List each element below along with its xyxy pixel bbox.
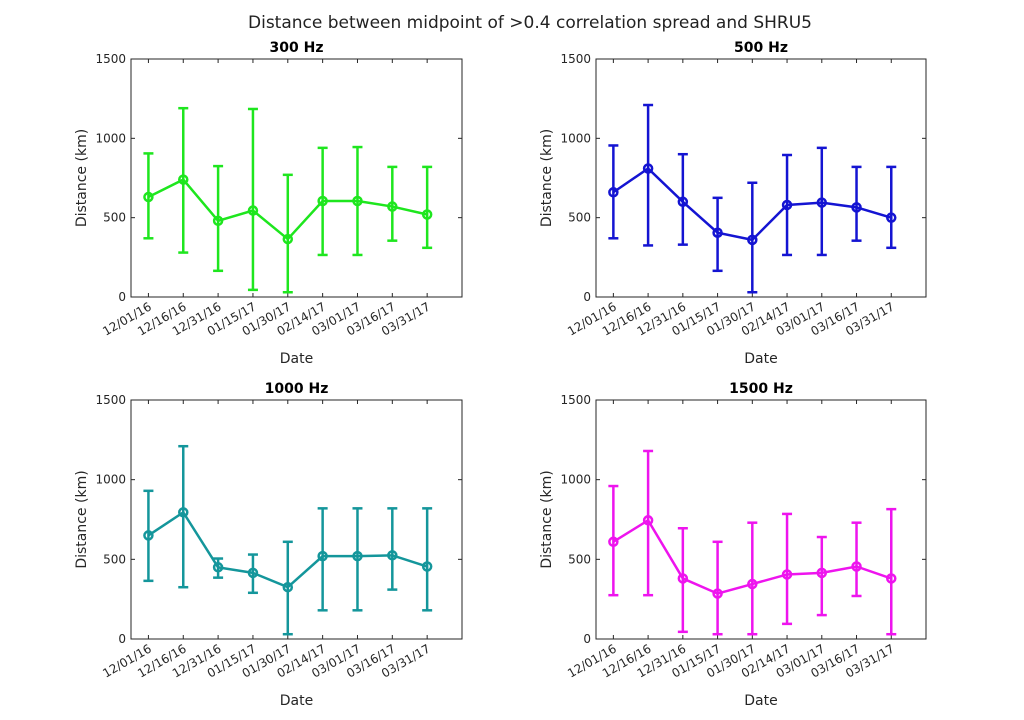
y-tick-label: 1000 — [95, 131, 126, 145]
data-point — [851, 202, 862, 213]
data-point — [247, 205, 259, 216]
axes-frame — [595, 58, 927, 298]
data-point — [608, 536, 619, 548]
data-point — [642, 163, 654, 174]
y-tick-label: 1500 — [95, 52, 126, 66]
data-point — [747, 578, 758, 590]
y-tick-label: 500 — [568, 211, 591, 225]
data-point — [712, 227, 723, 238]
axes-frame — [130, 399, 463, 640]
y-tick-label: 500 — [103, 552, 126, 566]
data-point — [143, 191, 154, 203]
data-point — [282, 233, 294, 245]
subplot-title: 300 Hz — [270, 40, 324, 56]
x-axis-label: Date — [280, 693, 313, 709]
data-point — [178, 174, 189, 185]
subplot-title: 500 Hz — [734, 40, 788, 56]
data-point — [352, 550, 363, 562]
series-line — [612, 166, 892, 242]
data-point — [677, 573, 689, 584]
data-point — [247, 567, 259, 579]
y-tick-label: 500 — [103, 211, 126, 225]
y-tick-label: 500 — [568, 552, 591, 566]
data-point — [608, 187, 619, 198]
y-axis-label: Distance (km) — [539, 129, 555, 227]
data-point — [816, 197, 828, 208]
data-point — [387, 201, 398, 212]
data-point — [781, 199, 793, 211]
series-line — [147, 510, 428, 589]
y-tick-label: 1000 — [95, 473, 126, 487]
data-point — [178, 507, 189, 518]
y-tick-label: 0 — [118, 632, 126, 646]
data-point — [421, 561, 433, 572]
data-point — [747, 234, 758, 246]
y-tick-label: 1500 — [560, 52, 591, 66]
y-tick-label: 1000 — [560, 473, 591, 487]
figure-title: Distance between midpoint of >0.4 correl… — [248, 13, 812, 33]
y-axis-label: Distance (km) — [74, 470, 90, 568]
axes-frame — [595, 399, 927, 640]
subplot-1500hz: 1500 Hz05001000150012/01/1612/16/1612/31… — [539, 381, 927, 709]
data-point — [816, 567, 828, 579]
data-point — [387, 550, 398, 561]
y-axis-label: Distance (km) — [74, 129, 90, 227]
data-point — [421, 209, 433, 220]
series-line — [147, 178, 428, 241]
y-tick-label: 1000 — [560, 131, 591, 145]
x-axis-label: Date — [744, 351, 777, 367]
data-point — [212, 215, 224, 227]
data-point — [677, 196, 689, 208]
y-tick-label: 0 — [583, 632, 591, 646]
data-point — [886, 212, 897, 223]
data-point — [712, 588, 723, 599]
data-point — [143, 530, 154, 541]
data-point — [851, 561, 862, 572]
subplot-title: 1500 Hz — [729, 381, 793, 397]
subplot-300hz: 300 Hz05001000150012/01/1612/16/1612/31/… — [74, 40, 463, 367]
y-axis-label: Distance (km) — [539, 470, 555, 568]
subplot-500hz: 500 Hz05001000150012/01/1612/16/1612/31/… — [539, 40, 927, 367]
y-tick-label: 1500 — [560, 393, 591, 407]
x-axis-label: Date — [744, 693, 777, 709]
y-tick-label: 0 — [583, 290, 591, 304]
data-point — [212, 562, 224, 573]
data-point — [352, 195, 363, 207]
subplot-1000hz: 1000 Hz05001000150012/01/1612/16/1612/31… — [74, 381, 463, 709]
series-line — [612, 518, 892, 595]
y-tick-label: 0 — [118, 290, 126, 304]
data-point — [317, 195, 328, 207]
data-point — [282, 581, 294, 593]
data-point — [317, 550, 328, 562]
data-point — [781, 569, 793, 580]
y-tick-label: 1500 — [95, 393, 126, 407]
subplot-title: 1000 Hz — [265, 381, 329, 397]
x-axis-label: Date — [280, 351, 313, 367]
data-point — [886, 573, 897, 584]
data-point — [642, 515, 654, 526]
